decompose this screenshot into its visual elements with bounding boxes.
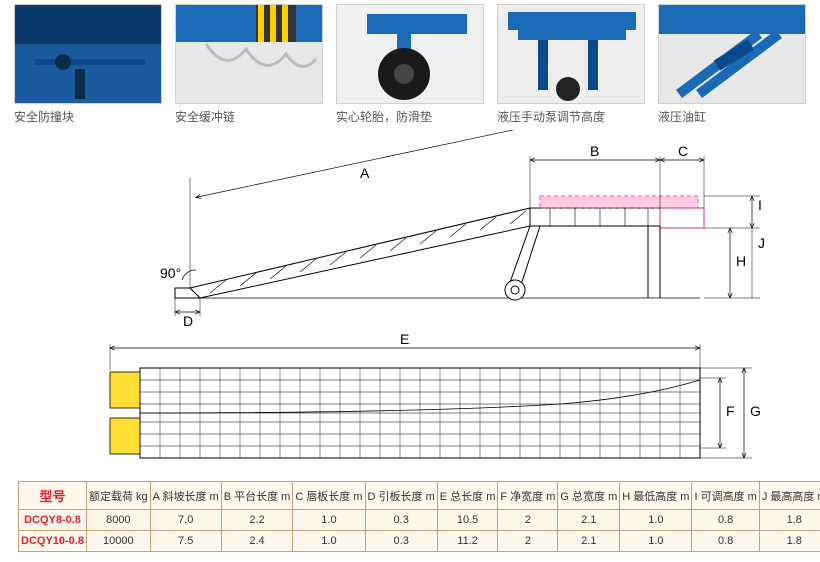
diagram-svg: 90° A B C D H I J xyxy=(0,130,820,468)
col-3: C 唇板长度 m xyxy=(293,482,365,510)
cell: 7.0 xyxy=(150,510,221,531)
thumb-5-image xyxy=(658,4,806,104)
thumb-1: 安全防撞块 xyxy=(14,4,162,125)
col-8: H 最低高度 m xyxy=(620,482,692,510)
col-0: 额定载荷 kg xyxy=(86,482,150,510)
thumb-2-svg xyxy=(176,4,322,104)
thumb-4-caption: 液压手动泵调节高度 xyxy=(497,104,645,125)
thumb-4-svg xyxy=(498,4,644,104)
thumb-1-caption: 安全防撞块 xyxy=(14,104,162,125)
cell: 11.2 xyxy=(437,531,498,552)
col-5: E 总长度 m xyxy=(437,482,498,510)
dim-G: G xyxy=(750,403,761,419)
dim-E: E xyxy=(400,331,409,347)
thumb-2: 安全缓冲链 xyxy=(175,4,323,125)
cell: 0.3 xyxy=(365,531,437,552)
cell: 1.8 xyxy=(759,510,820,531)
cell: 8000 xyxy=(86,510,150,531)
cell: 7.5 xyxy=(150,531,221,552)
thumb-3: 实心轮胎，防滑垫 xyxy=(336,4,484,125)
col-model: 型号 xyxy=(19,482,87,510)
technical-diagram: 90° A B C D H I J xyxy=(0,130,820,468)
dim-B: B xyxy=(590,143,599,159)
cell-model: DCQY8-0.8 xyxy=(19,510,87,531)
dim-J: J xyxy=(758,235,765,251)
thumb-3-svg xyxy=(337,4,483,104)
dim-C: C xyxy=(678,143,688,159)
thumb-3-caption: 实心轮胎，防滑垫 xyxy=(336,104,484,125)
table-row: DCQY8-0.8 8000 7.0 2.2 1.0 0.3 10.5 2 2.… xyxy=(19,510,820,531)
cell: 2.1 xyxy=(558,510,620,531)
col-10: J 最高高度 m xyxy=(759,482,820,510)
cell: 2.1 xyxy=(558,531,620,552)
angle-label: 90° xyxy=(160,265,181,281)
thumb-4-image xyxy=(497,4,645,104)
col-2: B 平台长度 m xyxy=(221,482,293,510)
cell: 1.0 xyxy=(620,510,692,531)
cell: 0.8 xyxy=(692,531,759,552)
col-4: D 引板长度 m xyxy=(365,482,437,510)
dim-A: A xyxy=(360,165,370,181)
table-row: DCQY10-0.8 10000 7.5 2.4 1.0 0.3 11.2 2 … xyxy=(19,531,820,552)
cell: 0.3 xyxy=(365,510,437,531)
thumb-3-image xyxy=(336,4,484,104)
cell: 1.0 xyxy=(293,531,365,552)
col-1: A 斜坡长度 m xyxy=(150,482,221,510)
cell: 0.8 xyxy=(692,510,759,531)
thumbnail-row: 安全防撞块 安全缓冲链 实心轮胎，防滑垫 xyxy=(0,0,820,125)
dim-I: I xyxy=(758,197,762,213)
cell: 2 xyxy=(498,510,558,531)
dim-D: D xyxy=(183,313,193,329)
cell: 1.0 xyxy=(620,531,692,552)
thumb-1-image xyxy=(14,4,162,104)
col-7: G 总宽度 m xyxy=(558,482,620,510)
cell: 1.0 xyxy=(293,510,365,531)
dim-H: H xyxy=(736,253,746,269)
cell: 10000 xyxy=(86,531,150,552)
top-view: E xyxy=(110,331,761,458)
thumb-1-svg xyxy=(15,4,161,104)
cell: 2.4 xyxy=(221,531,293,552)
cell: 2 xyxy=(498,531,558,552)
cell: 10.5 xyxy=(437,510,498,531)
thumb-2-caption: 安全缓冲链 xyxy=(175,104,323,125)
spec-table: 型号 额定载荷 kg A 斜坡长度 m B 平台长度 m C 唇板长度 m D … xyxy=(18,481,820,552)
dim-F: F xyxy=(726,403,735,419)
cell: 2.2 xyxy=(221,510,293,531)
thumb-5-caption: 液压油缸 xyxy=(658,104,806,125)
thumb-4: 液压手动泵调节高度 xyxy=(497,4,645,125)
thumb-5: 液压油缸 xyxy=(658,4,806,125)
table-header-row: 型号 额定载荷 kg A 斜坡长度 m B 平台长度 m C 唇板长度 m D … xyxy=(19,482,820,510)
side-view: 90° A B C D H I J xyxy=(160,130,765,329)
thumb-5-svg xyxy=(659,4,805,104)
cell-model: DCQY10-0.8 xyxy=(19,531,87,552)
cell: 1.8 xyxy=(759,531,820,552)
col-6: F 净宽度 m xyxy=(498,482,558,510)
thumb-2-image xyxy=(175,4,323,104)
col-9: I 可调高度 m xyxy=(692,482,759,510)
